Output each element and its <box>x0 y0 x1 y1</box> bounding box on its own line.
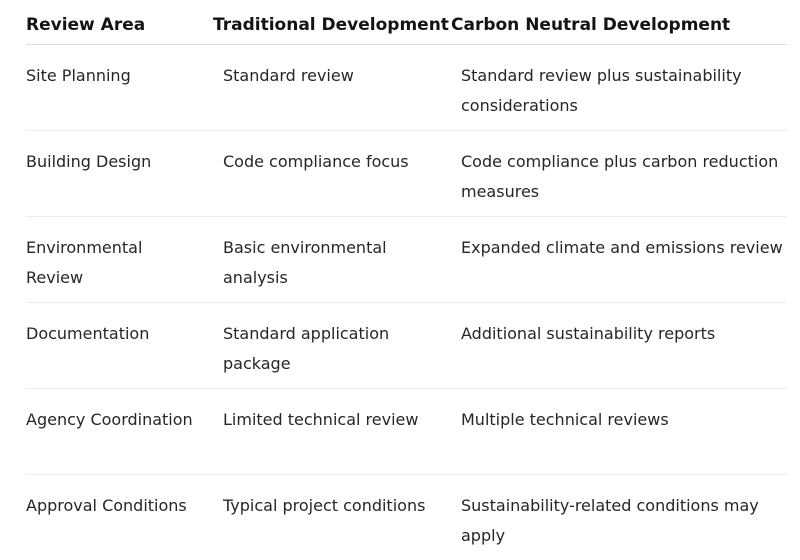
traditional-cell: Basic environmental analysis <box>223 238 387 287</box>
traditional-cell: Code compliance focus <box>223 152 409 171</box>
comparison-table: Review Area Traditional Development Carb… <box>26 0 787 560</box>
carbon-neutral-cell: Standard review plus sustainability cons… <box>461 66 742 115</box>
header-carbon-neutral-development: Carbon Neutral Development <box>451 15 731 35</box>
traditional-cell: Standard application package <box>223 324 390 373</box>
traditional-cell: Standard review <box>223 66 354 85</box>
table-row: Site Planning Standard review Standard r… <box>26 45 787 131</box>
review-area-cell: Environmental Review <box>26 238 143 287</box>
header-traditional-development: Traditional Development <box>213 15 449 35</box>
table-header: Review Area Traditional Development Carb… <box>26 0 787 45</box>
review-area-cell: Approval Conditions <box>26 496 187 515</box>
table-row: Agency Coordination Limited technical re… <box>26 389 787 475</box>
carbon-neutral-cell: Expanded climate and emissions review <box>461 238 783 257</box>
carbon-neutral-cell: Multiple technical reviews <box>461 410 669 429</box>
table-row: Environmental Review Basic environmental… <box>26 217 787 303</box>
review-area-cell: Agency Coordination <box>26 410 193 429</box>
header-review-area: Review Area <box>26 15 146 35</box>
carbon-neutral-cell: Sustainability-related conditions may ap… <box>461 496 759 545</box>
carbon-neutral-cell: Additional sustainability reports <box>461 324 716 343</box>
table-row: Approval Conditions Typical project cond… <box>26 475 787 560</box>
traditional-cell: Limited technical review <box>223 410 419 429</box>
traditional-cell: Typical project conditions <box>223 496 426 515</box>
table-row: Building Design Code compliance focus Co… <box>26 131 787 217</box>
table-row: Documentation Standard application packa… <box>26 303 787 389</box>
review-area-cell: Documentation <box>26 324 150 343</box>
carbon-neutral-cell: Code compliance plus carbon reduction me… <box>461 152 779 201</box>
review-area-cell: Site Planning <box>26 66 131 85</box>
review-area-cell: Building Design <box>26 152 152 171</box>
